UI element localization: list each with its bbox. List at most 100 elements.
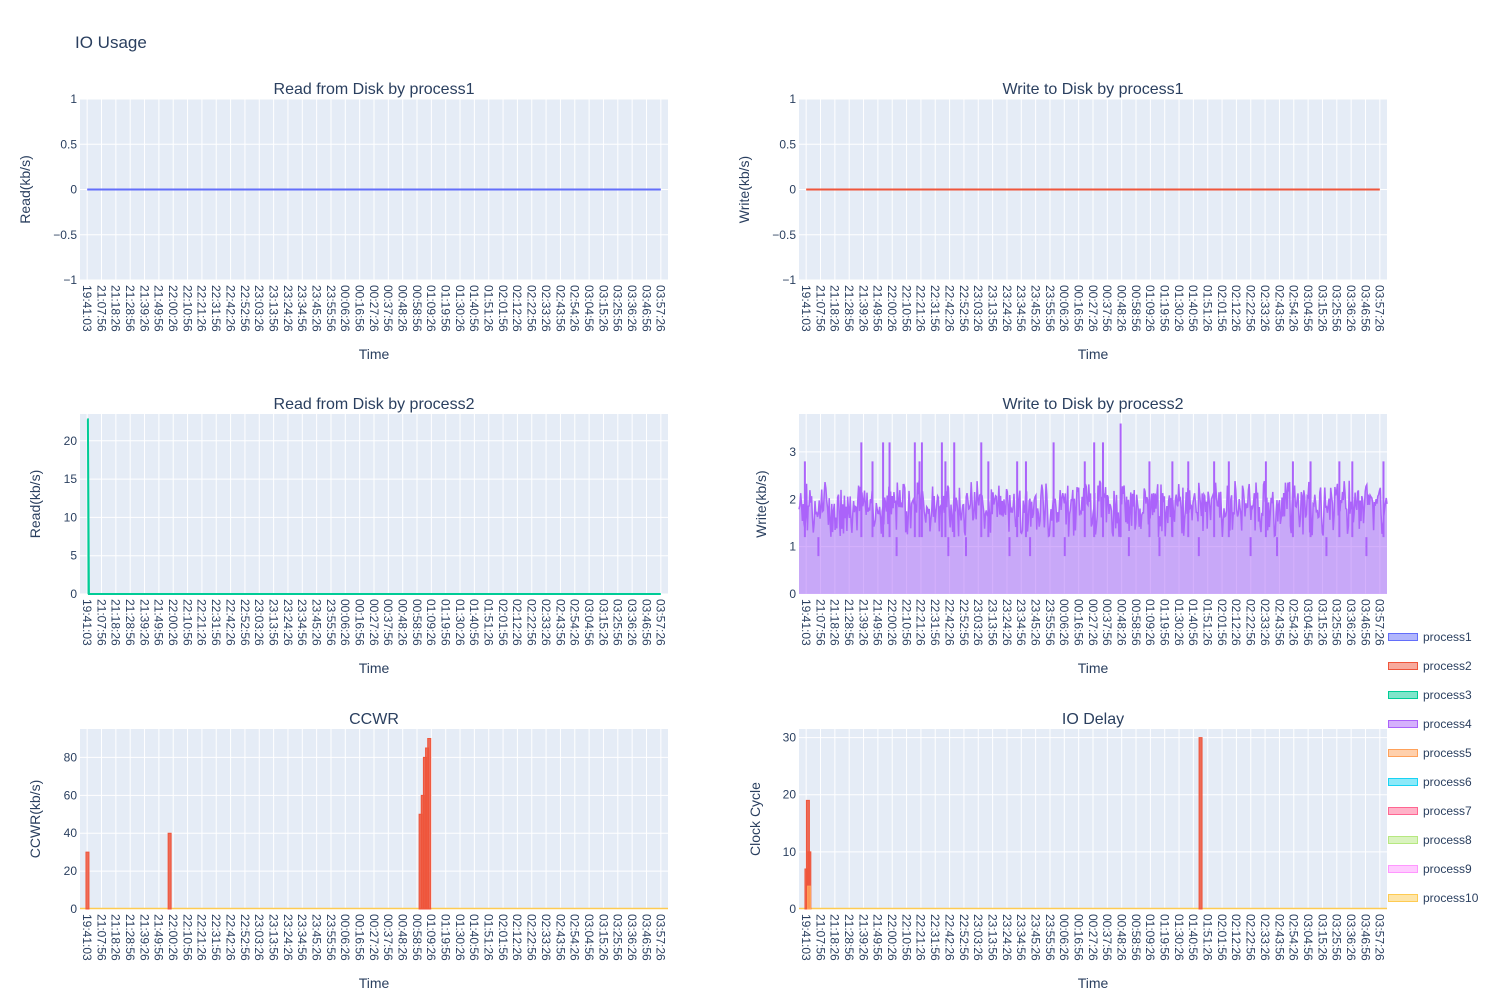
x-tick-label: 03:15:26 bbox=[1315, 914, 1329, 961]
x-tick-label: 01:40:56 bbox=[1186, 914, 1200, 961]
x-tick-label: 03:04:56 bbox=[1301, 285, 1315, 332]
x-tick-label: 03:46:56 bbox=[1358, 285, 1372, 332]
legend-swatch bbox=[1388, 632, 1418, 641]
x-tick-label: 21:18:26 bbox=[109, 914, 123, 961]
x-tick-label: 22:42:26 bbox=[942, 599, 956, 646]
x-tick-label: 02:33:26 bbox=[1258, 914, 1272, 961]
y-tick-label: 10 bbox=[783, 845, 797, 859]
y-tick-label: 1 bbox=[70, 92, 77, 106]
x-tick-label: 00:37:56 bbox=[1100, 914, 1114, 961]
x-tick-label: 01:30:26 bbox=[1172, 914, 1186, 961]
x-axis-label: Time bbox=[1078, 975, 1109, 991]
x-tick-label: 02:01:56 bbox=[1215, 914, 1229, 961]
x-tick-label: 01:09:26 bbox=[424, 599, 438, 646]
x-tick-label: 01:30:26 bbox=[453, 285, 467, 332]
x-tick-label: 01:09:26 bbox=[424, 914, 438, 961]
x-tick-label: 00:37:56 bbox=[381, 914, 395, 961]
y-tick-label: 20 bbox=[64, 434, 78, 448]
series-process4-line bbox=[798, 480, 1388, 538]
x-tick-label: 02:22:56 bbox=[1244, 914, 1258, 961]
x-tick-label: 23:13:56 bbox=[266, 599, 280, 646]
chart-write-to-disk-by-process1: −1 −0.5 0 0.5 1 19:41:03 21:07:56 21:18:26 21:28… bbox=[736, 81, 1387, 362]
x-tick-label: 21:28:56 bbox=[842, 285, 856, 332]
legend-label: process5 bbox=[1423, 745, 1472, 760]
y-tick-label: 0 bbox=[70, 183, 77, 197]
legend-item-process5[interactable]: process5 bbox=[1388, 738, 1498, 767]
x-tick-label: 01:19:56 bbox=[1158, 285, 1172, 332]
legend-swatch bbox=[1388, 806, 1418, 815]
x-tick-label: 21:28:56 bbox=[123, 285, 137, 332]
x-tick-label: 01:40:56 bbox=[1186, 285, 1200, 332]
y-tick-label: 5 bbox=[70, 549, 77, 563]
x-tick-label: 02:12:26 bbox=[510, 285, 524, 332]
x-tick-label: 21:49:56 bbox=[871, 285, 885, 332]
y-tick-label: 60 bbox=[64, 788, 78, 802]
x-tick-label: 21:07:56 bbox=[813, 914, 827, 961]
x-tick-label: 02:33:26 bbox=[1258, 285, 1272, 332]
series-process2-bar bbox=[85, 851, 90, 910]
x-tick-label: 02:43:56 bbox=[1272, 599, 1286, 646]
x-tick-label: 23:13:56 bbox=[985, 599, 999, 646]
y-tick-label: 20 bbox=[783, 788, 797, 802]
x-tick-label: 00:16:56 bbox=[352, 285, 366, 332]
y-tick-label: 40 bbox=[64, 826, 78, 840]
x-tick-label: 23:55:56 bbox=[324, 914, 338, 961]
legend-item-process7[interactable]: process7 bbox=[1388, 796, 1498, 825]
x-tick-label: 21:49:56 bbox=[871, 599, 885, 646]
x-tick-label: 19:41:03 bbox=[80, 599, 94, 646]
legend-label: process6 bbox=[1423, 774, 1472, 789]
x-tick-label: 23:34:56 bbox=[295, 599, 309, 646]
legend-item-process9[interactable]: process9 bbox=[1388, 854, 1498, 883]
legend-item-process1[interactable]: process1 bbox=[1388, 622, 1498, 651]
x-tick-label: 23:45:26 bbox=[309, 914, 323, 961]
x-tick-label: 00:37:56 bbox=[381, 285, 395, 332]
y-tick-label: −0.5 bbox=[772, 228, 796, 242]
x-tick-label: 01:30:26 bbox=[453, 914, 467, 961]
x-tick-label: 22:52:56 bbox=[957, 599, 971, 646]
y-tick-label: 0 bbox=[789, 902, 796, 916]
x-tick-label: 19:41:03 bbox=[799, 914, 813, 961]
x-tick-label: 02:22:56 bbox=[525, 914, 539, 961]
x-tick-label: 03:36:26 bbox=[625, 285, 639, 332]
x-tick-label: 22:42:26 bbox=[223, 599, 237, 646]
x-tick-label: 23:55:56 bbox=[324, 285, 338, 332]
x-tick-label: 01:51:26 bbox=[1201, 599, 1215, 646]
x-tick-label: 02:12:26 bbox=[510, 914, 524, 961]
legend-swatch bbox=[1388, 893, 1418, 902]
x-tick-label: 03:57:26 bbox=[654, 285, 668, 332]
legend-item-process3[interactable]: process3 bbox=[1388, 680, 1498, 709]
x-tick-label: 02:01:56 bbox=[1215, 599, 1229, 646]
x-tick-label: 23:13:56 bbox=[985, 914, 999, 961]
x-tick-label: 02:01:56 bbox=[1215, 285, 1229, 332]
x-tick-label: 01:40:56 bbox=[467, 285, 481, 332]
x-tick-label: 01:30:26 bbox=[1172, 285, 1186, 332]
x-tick-label: 23:03:26 bbox=[971, 914, 985, 961]
x-tick-label: 22:31:56 bbox=[209, 914, 223, 961]
x-tick-label: 23:24:26 bbox=[281, 599, 295, 646]
legend-item-process6[interactable]: process6 bbox=[1388, 767, 1498, 796]
legend-item-process4[interactable]: process4 bbox=[1388, 709, 1498, 738]
x-tick-label: 00:58:56 bbox=[410, 914, 424, 961]
legend-label: process2 bbox=[1423, 658, 1472, 673]
x-tick-label: 22:10:56 bbox=[180, 599, 194, 646]
legend-item-process8[interactable]: process8 bbox=[1388, 825, 1498, 854]
x-tick-label: 22:21:26 bbox=[914, 599, 928, 646]
x-tick-label: 23:34:56 bbox=[295, 914, 309, 961]
x-tick-label: 23:03:26 bbox=[252, 599, 266, 646]
chart-title: Read from Disk by process1 bbox=[274, 81, 475, 98]
x-tick-label: 21:18:26 bbox=[109, 285, 123, 332]
x-tick-label: 00:16:56 bbox=[352, 599, 366, 646]
x-tick-label: 01:40:56 bbox=[467, 599, 481, 646]
x-tick-label: 03:36:26 bbox=[1344, 285, 1358, 332]
legend-label: process8 bbox=[1423, 832, 1472, 847]
legend-item-process2[interactable]: process2 bbox=[1388, 651, 1498, 680]
y-tick-label: 80 bbox=[64, 750, 78, 764]
x-tick-label: 22:00:26 bbox=[885, 914, 899, 961]
x-tick-label: 22:42:26 bbox=[223, 914, 237, 961]
legend-item-process10[interactable]: process10 bbox=[1388, 883, 1498, 912]
x-tick-label: 00:16:56 bbox=[1071, 285, 1085, 332]
x-tick-label: 23:13:56 bbox=[266, 914, 280, 961]
legend-swatch bbox=[1388, 690, 1418, 699]
figure-title: IO Usage bbox=[75, 33, 147, 52]
